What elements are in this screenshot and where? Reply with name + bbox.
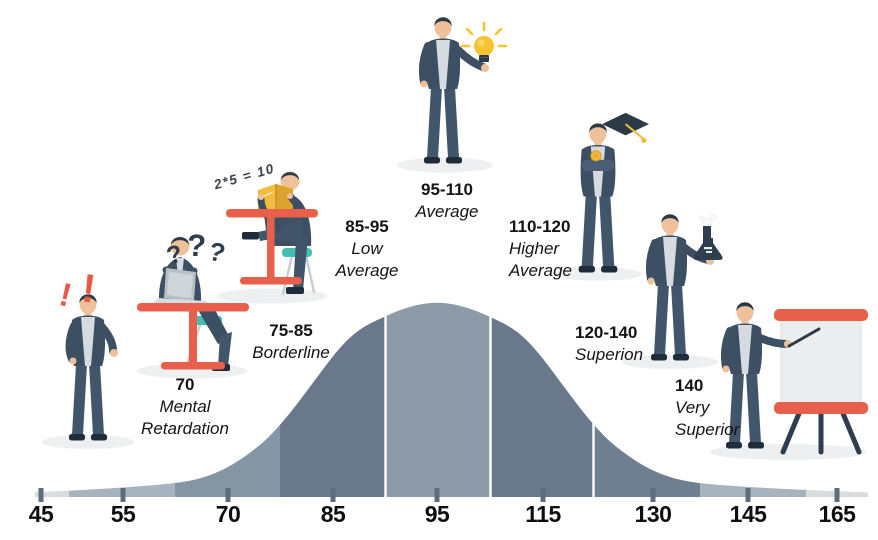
crossed-arms [581,159,615,172]
band-name-line: Mental [159,397,211,416]
band-name-line: Average [509,261,573,280]
round-table [226,209,318,285]
laptop-icon [152,268,212,306]
iq-range: 70 [175,375,195,394]
illustration-frustrated-man [42,294,134,449]
axis-tick-marks [38,488,840,502]
band-name-line: Borderline [252,343,330,362]
axis-tick-label: 45 [28,501,54,527]
label-average: 95-110 Average [382,179,512,223]
band-name-line: Low [351,239,383,258]
illustration-reading-man [217,171,327,304]
axis-tick-label: 95 [424,501,450,527]
illustration-scientist-man [622,213,723,369]
flask-icon [693,213,723,260]
label-mental-retardation: 70 Mental Retardation [120,374,250,440]
band-name-line: Superion [575,345,644,364]
iq-range: 110-120 [509,217,571,236]
band-name-line: Very [675,398,710,417]
iq-range: 140 [675,376,704,395]
axis-tick-label: 115 [525,501,561,527]
label-superior: 120-140 Superion [575,322,643,366]
axis-tick-label: 145 [729,501,767,527]
label-low-average: 85-95 Low Average [302,216,432,282]
illustration-idea-man [397,17,508,173]
iq-range: 95-110 [421,180,473,199]
question-marks: ? [186,227,207,264]
easel-whiteboard [774,309,868,455]
desk [137,303,249,370]
iq-range: 85-95 [345,217,389,236]
illustration-graduate-man [554,112,649,281]
axis-tick-label: 130 [634,501,672,527]
iq-range: 75-85 [269,321,313,340]
label-very-superior: 140 Very Superior [675,375,739,441]
axis-tick-label: 55 [110,501,136,527]
band-name-line: Superior [675,420,740,439]
axis-tick-label: 165 [818,501,856,527]
band-name-line: Average [335,261,399,280]
lightbulb-icon [460,21,508,62]
medal-badge [590,150,602,162]
pointer-stick [787,327,821,348]
axis-tick-label: 70 [215,501,241,527]
iq-range: 120-140 [575,323,638,342]
graduation-cap-icon [602,112,649,143]
band-name-line: Average [415,202,479,221]
illustration-confused-laptop-man [137,236,249,379]
band-name-line: Retardation [141,419,229,438]
label-higher-average: 110-120 Higher Average [509,216,572,282]
axis-tick-label: 85 [320,501,346,527]
band-name-line: Higher [509,239,560,258]
illustration-presenter-man [710,302,868,460]
label-borderline: 75-85 Borderline [226,320,356,364]
